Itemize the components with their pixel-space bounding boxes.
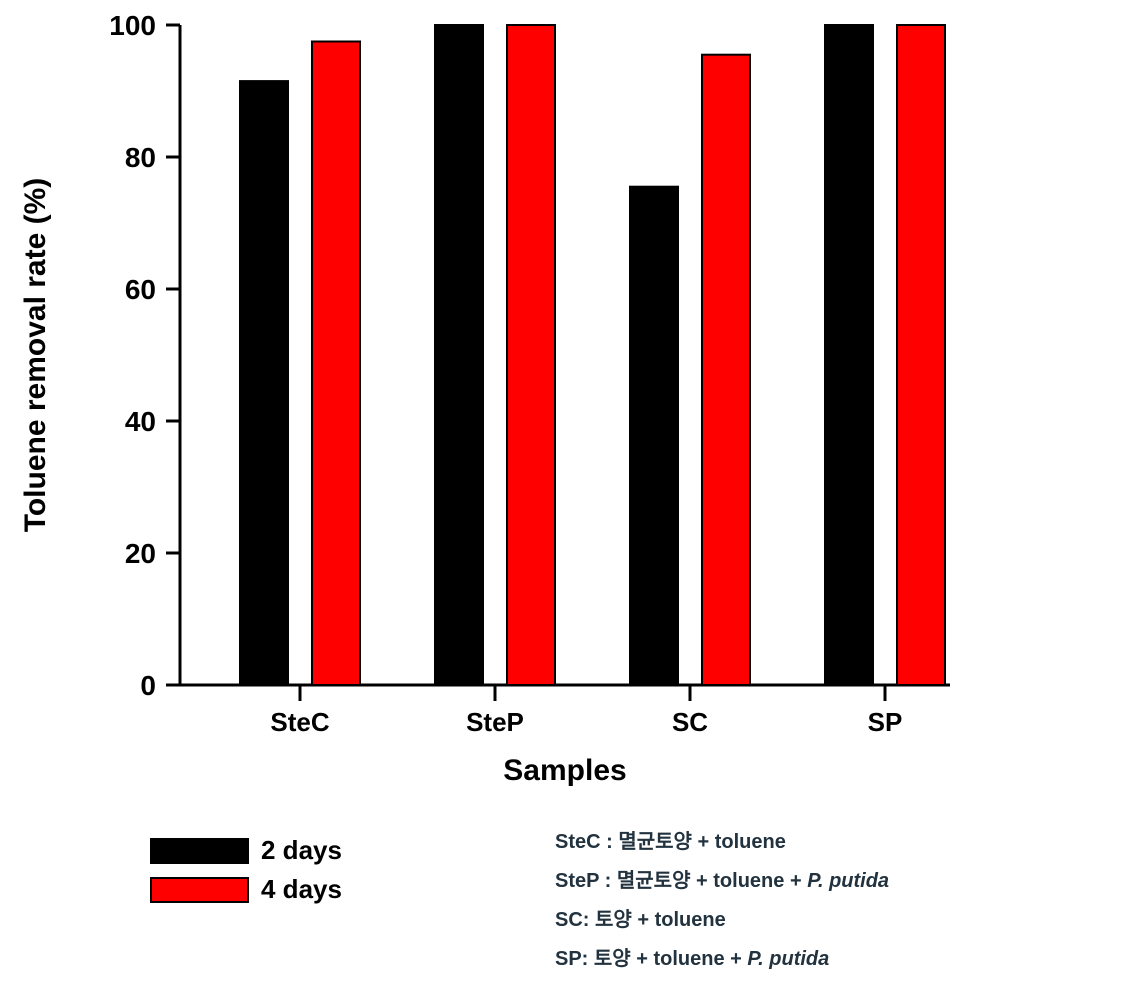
svg-text:0: 0 — [140, 670, 156, 701]
legend-swatch — [150, 877, 249, 903]
description-key: SteC : — [555, 831, 618, 853]
svg-text:80: 80 — [125, 142, 156, 173]
description-row: SteP : 멸균토양 + toluene + P. putida — [555, 864, 889, 893]
bar-chart: 0 20 40 60 80 100 Toluene removal rate (%) SteC… — [0, 0, 1145, 820]
description-row: SC: 토양 + toluene — [555, 903, 889, 932]
legend-item: 4 days — [150, 874, 342, 905]
description-key: SC: — [555, 909, 595, 931]
legend-label: 4 days — [261, 874, 342, 905]
svg-text:SC: SC — [672, 707, 708, 737]
description-row: SP: 토양 + toluene + P. putida — [555, 942, 889, 971]
description-text: 멸균토양 + toluene — [618, 831, 786, 853]
description-text: P. putida — [747, 948, 829, 970]
svg-text:100: 100 — [109, 10, 156, 41]
svg-text:40: 40 — [125, 406, 156, 437]
svg-text:SP: SP — [868, 707, 903, 737]
svg-text:20: 20 — [125, 538, 156, 569]
description-key: SP: — [555, 948, 594, 970]
svg-text:Toluene removal rate (%): Toluene removal rate (%) — [19, 178, 52, 533]
svg-text:SteP: SteP — [466, 707, 524, 737]
legend-swatch — [150, 838, 249, 864]
svg-text:SteC: SteC — [270, 707, 329, 737]
legend: 2 days 4 days — [150, 835, 342, 913]
legend-label: 2 days — [261, 835, 342, 866]
legend-item: 2 days — [150, 835, 342, 866]
description-key: SteP : — [555, 870, 617, 892]
sample-descriptions: SteC : 멸균토양 + tolueneSteP : 멸균토양 + tolue… — [555, 825, 889, 981]
description-row: SteC : 멸균토양 + toluene — [555, 825, 889, 854]
description-text: 토양 + toluene + — [594, 948, 748, 970]
description-text: 멸균토양 + toluene + — [617, 870, 807, 892]
svg-text:Samples: Samples — [503, 754, 626, 787]
svg-text:60: 60 — [125, 274, 156, 305]
figure-container: 0 20 40 60 80 100 Toluene removal rate (%) SteC… — [0, 0, 1145, 990]
description-text: P. putida — [807, 870, 889, 892]
description-text: 토양 + toluene — [595, 909, 726, 931]
